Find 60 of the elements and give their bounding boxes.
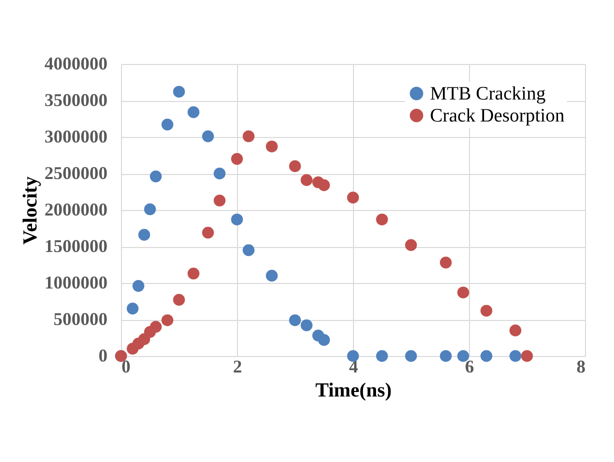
point <box>188 106 200 118</box>
point <box>150 320 162 333</box>
point <box>202 130 214 142</box>
x-tick-label: 4 <box>349 356 358 376</box>
point <box>231 214 243 226</box>
y-tick-label: 3000000 <box>44 126 108 146</box>
point <box>150 170 162 182</box>
point <box>214 168 226 180</box>
point <box>376 214 388 226</box>
point <box>521 350 533 362</box>
point <box>347 350 359 362</box>
point <box>480 304 492 317</box>
y-tick-label: 4000000 <box>44 54 108 74</box>
y-tick-label: 1000000 <box>44 272 108 292</box>
point <box>242 130 255 142</box>
point <box>173 294 185 306</box>
point <box>289 160 301 172</box>
x-tick-label: 6 <box>465 356 474 376</box>
point <box>300 319 313 332</box>
x-tick-label: 0 <box>122 356 130 376</box>
point <box>318 179 330 192</box>
y-tick-label: 500000 <box>54 309 108 329</box>
y-tick-label: 1500000 <box>44 236 108 256</box>
point <box>509 350 522 362</box>
y-tick-label: 3500000 <box>44 90 108 110</box>
point <box>318 334 330 346</box>
point <box>300 174 313 186</box>
point <box>376 350 388 362</box>
legend-label: MTB Cracking <box>430 84 546 104</box>
point <box>405 239 417 251</box>
point <box>347 192 359 204</box>
point <box>266 140 278 152</box>
point <box>188 268 200 280</box>
point <box>480 350 492 362</box>
x-tick-label: 2 <box>233 356 242 376</box>
point <box>231 152 243 165</box>
point <box>126 302 139 314</box>
point <box>440 256 452 268</box>
point <box>214 194 226 206</box>
y-tick-label: 2000000 <box>44 200 108 220</box>
point <box>405 350 417 362</box>
point <box>242 244 255 256</box>
point <box>266 270 278 282</box>
point <box>202 226 214 239</box>
point <box>173 86 185 98</box>
y-axis-title: Velocity <box>20 176 42 245</box>
y-tick-label: 2500000 <box>44 163 108 183</box>
point <box>144 203 156 216</box>
point <box>161 118 174 130</box>
point <box>440 350 452 362</box>
x-tick-label: 8 <box>576 356 586 376</box>
point <box>289 314 301 326</box>
point <box>161 314 174 326</box>
point <box>509 324 522 336</box>
legend-label: Crack Desorption <box>430 106 566 126</box>
point <box>457 350 470 362</box>
point <box>138 228 150 241</box>
point <box>132 280 144 292</box>
x-axis-title: Time(ns) <box>315 380 392 402</box>
point <box>457 286 470 298</box>
